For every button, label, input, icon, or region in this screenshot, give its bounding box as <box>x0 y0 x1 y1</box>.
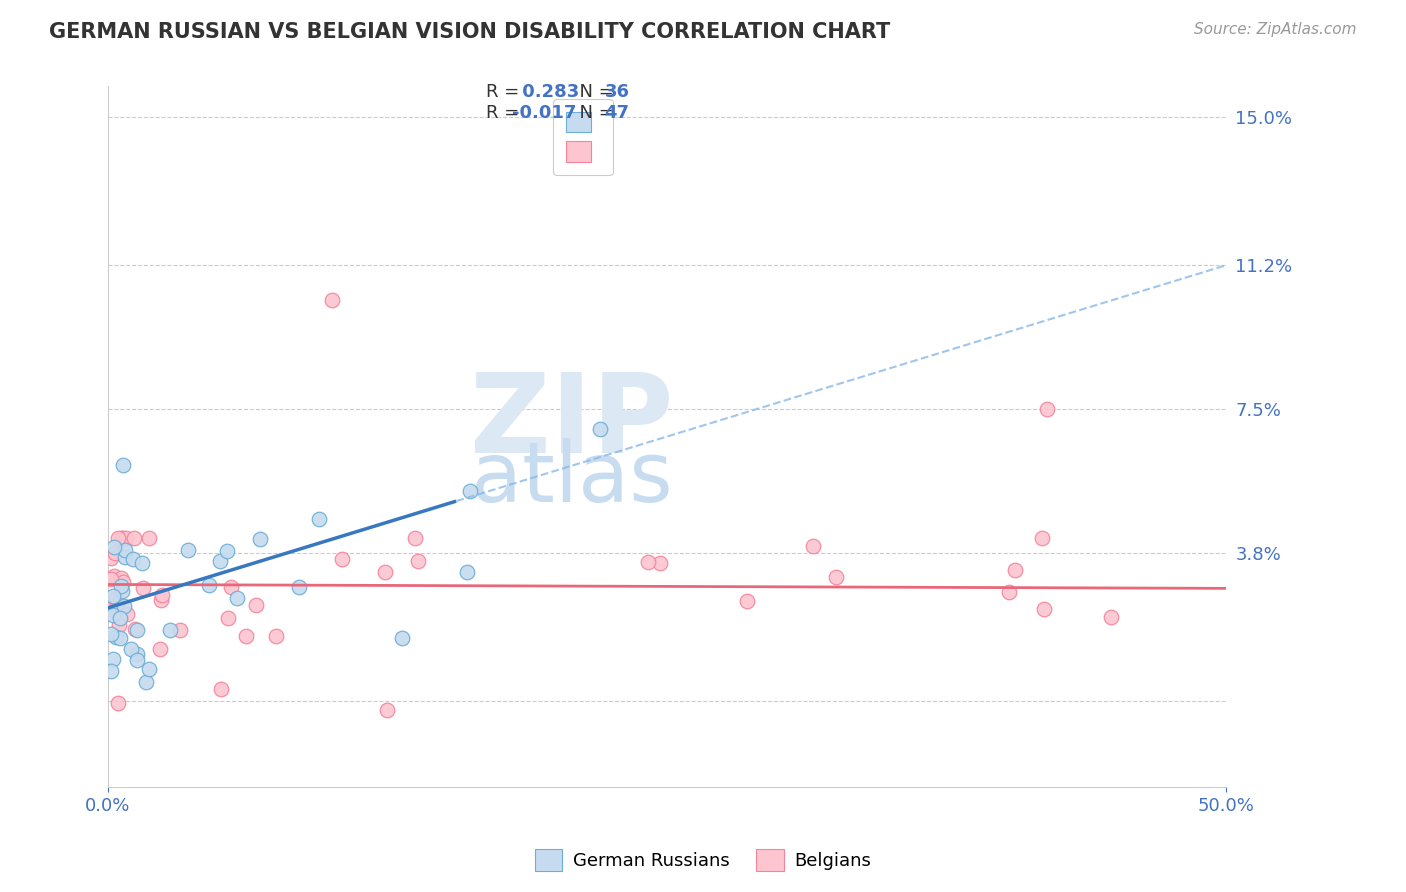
Point <box>650 556 672 570</box>
Point <box>108 631 131 645</box>
Text: R =: R = <box>486 104 526 122</box>
Point <box>122 531 145 545</box>
Point <box>149 642 172 657</box>
Point <box>1004 563 1026 577</box>
Point <box>110 531 132 545</box>
Point <box>150 593 173 607</box>
Point <box>100 550 122 565</box>
Point <box>110 579 132 593</box>
Text: ZIP: ZIP <box>470 369 673 476</box>
Text: 36: 36 <box>605 83 630 101</box>
Text: R =: R = <box>486 83 526 101</box>
Point <box>101 608 124 623</box>
Point <box>217 611 239 625</box>
Point <box>198 578 221 592</box>
Point <box>110 571 132 585</box>
Point <box>408 554 430 568</box>
Point <box>150 588 173 602</box>
Text: Source: ZipAtlas.com: Source: ZipAtlas.com <box>1194 22 1357 37</box>
Point <box>249 532 271 546</box>
Point <box>112 599 135 613</box>
Point <box>101 652 124 666</box>
Point <box>108 610 131 624</box>
Point <box>105 597 128 611</box>
Text: 0.283: 0.283 <box>516 83 579 101</box>
Point <box>105 591 128 605</box>
Point <box>801 540 824 554</box>
Point <box>100 665 122 679</box>
Text: -0.017: -0.017 <box>512 104 576 122</box>
Point <box>112 458 135 472</box>
Text: N =: N = <box>568 104 620 122</box>
Point <box>105 630 128 644</box>
Text: GERMAN RUSSIAN VS BELGIAN VISION DISABILITY CORRELATION CHART: GERMAN RUSSIAN VS BELGIAN VISION DISABIL… <box>49 22 890 42</box>
Point <box>1031 531 1053 545</box>
Point <box>107 531 129 545</box>
Point <box>637 555 659 569</box>
Text: N =: N = <box>568 83 620 101</box>
Point <box>308 512 330 526</box>
Point <box>125 653 148 667</box>
Point <box>138 663 160 677</box>
Point <box>101 589 124 603</box>
Point <box>169 623 191 637</box>
Point <box>107 618 129 632</box>
Point <box>115 607 138 622</box>
Point <box>121 552 143 566</box>
Point <box>111 584 134 599</box>
Point <box>125 624 148 638</box>
Point <box>103 540 125 554</box>
Point <box>735 594 758 608</box>
Point <box>375 703 398 717</box>
Point <box>103 569 125 583</box>
Point <box>245 598 267 612</box>
Point <box>100 572 122 586</box>
Point <box>217 544 239 558</box>
Point <box>391 631 413 645</box>
Point <box>104 546 127 560</box>
Point <box>135 675 157 690</box>
Point <box>225 591 247 605</box>
Point <box>111 574 134 589</box>
Point <box>404 531 426 545</box>
Point <box>221 580 243 594</box>
Legend: , : , <box>553 99 613 175</box>
Point <box>235 629 257 643</box>
Point <box>100 627 122 641</box>
Point <box>456 565 478 579</box>
Point <box>159 623 181 637</box>
Point <box>100 602 122 616</box>
Point <box>132 582 155 596</box>
Point <box>1099 609 1122 624</box>
Point <box>374 565 396 579</box>
Point <box>825 570 848 584</box>
Point <box>131 556 153 570</box>
Text: 47: 47 <box>605 104 630 122</box>
Point <box>1033 602 1056 616</box>
Point <box>124 622 146 636</box>
Point <box>208 554 231 568</box>
Point <box>107 696 129 710</box>
Point <box>114 531 136 545</box>
Point <box>1036 402 1059 417</box>
Point <box>209 681 232 696</box>
Point <box>288 580 311 594</box>
Point <box>111 531 134 545</box>
Point <box>177 543 200 558</box>
Legend: German Russians, Belgians: German Russians, Belgians <box>527 842 879 879</box>
Text: atlas: atlas <box>471 438 672 519</box>
Point <box>330 552 353 566</box>
Point <box>127 647 149 661</box>
Point <box>138 531 160 545</box>
Point <box>114 542 136 557</box>
Point <box>997 585 1019 599</box>
Point <box>589 422 612 436</box>
Point <box>460 484 482 499</box>
Point <box>114 550 136 565</box>
Point <box>264 628 287 642</box>
Point <box>120 641 142 656</box>
Point <box>321 293 343 308</box>
